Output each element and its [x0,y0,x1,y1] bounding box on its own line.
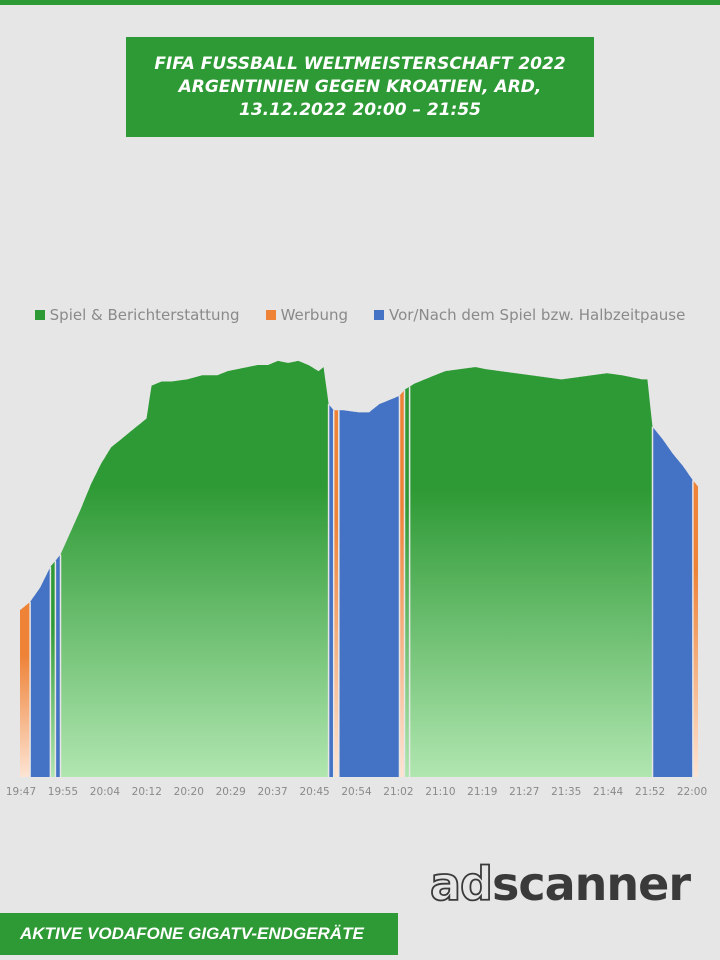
legend-item-vor-nach: Vor/Nach dem Spiel bzw. Halbzeitpause [373,306,686,324]
legend-swatch-vor-nach [373,310,384,320]
legend-label-vor-nach: Vor/Nach dem Spiel bzw. Halbzeitpause [388,306,686,324]
x-tick-label-5: 20:29 [216,786,246,798]
x-tick-label-9: 21:02 [383,786,413,798]
footer-label: AKTIVE VODAFONE GIGATV-ENDGERÄTE [20,924,364,943]
x-tick-label-15: 21:52 [635,786,665,798]
top-accent-bar [0,0,720,5]
x-tick-label-3: 20:12 [132,786,162,798]
area-segment-vor-nach-11 [652,426,693,777]
footer-box: AKTIVE VODAFONE GIGATV-ENDGERÄTE [0,913,398,955]
legend-label-spiel: Spiel & Berichterstattung [49,306,240,324]
legend-label-werbung: Werbung [280,306,348,324]
title-box: FIFA FUSSBALL WELTMEISTERSCHAFT 2022 ARG… [126,37,594,137]
title-line-2: ARGENTINIEN GEGEN KROATIEN, ARD, [178,76,542,97]
area-segment-werbung-12 [692,480,698,777]
logo-scanner-part: scanner [491,857,691,911]
logo-ad-part: ad [429,856,494,912]
x-tick-label-1: 19:55 [48,786,78,798]
x-tick-label-10: 21:10 [425,786,455,798]
area-segment-spiel-4 [60,360,329,777]
x-tick-label-6: 20:37 [257,786,287,798]
area-segment-spiel-2 [50,560,56,777]
x-tick-label-7: 20:45 [299,786,329,798]
area-segment-vor-nach-7 [338,395,400,777]
area-segment-werbung-8 [399,389,405,777]
legend-item-werbung: Werbung [265,306,348,324]
x-tick-label-8: 20:54 [341,786,372,798]
legend-item-spiel: Spiel & Berichterstattung [34,306,240,324]
audience-area-chart: 19:47 19:55 20:04 20:12 20:20 20:29 20:37 20:45… [6,360,707,798]
area-segment-spiel-9 [404,386,410,777]
legend-swatch-spiel [34,310,45,320]
area-segment-werbung-6 [333,410,339,777]
legend-swatch-werbung [265,310,276,320]
area-segment-vor-nach-5 [328,404,334,777]
area-segment-vor-nach-1 [30,566,51,777]
x-tick-label-14: 21:44 [593,786,624,798]
x-tick-label-0: 19:47 [6,786,36,798]
x-tick-label-11: 21:19 [467,786,497,798]
area-segment-werbung-0 [20,601,31,777]
area-segment-vor-nach-3 [55,554,61,777]
x-tick-label-2: 20:04 [90,786,121,798]
title-line-1: FIFA FUSSBALL WELTMEISTERSCHAFT 2022 [154,53,566,74]
chart-legend: Spiel & Berichterstattung Werbung Vor/Na… [0,306,720,324]
title-line-3: 13.12.2022 20:00 – 21:55 [238,99,482,120]
x-tick-label-16: 22:00 [677,786,707,798]
area-segment-spiel-10 [409,367,653,777]
x-tick-label-12: 21:27 [509,786,539,798]
adscanner-logo: ad scanner [429,856,691,912]
x-tick-label-4: 20:20 [174,786,204,798]
x-tick-label-13: 21:35 [551,786,581,798]
